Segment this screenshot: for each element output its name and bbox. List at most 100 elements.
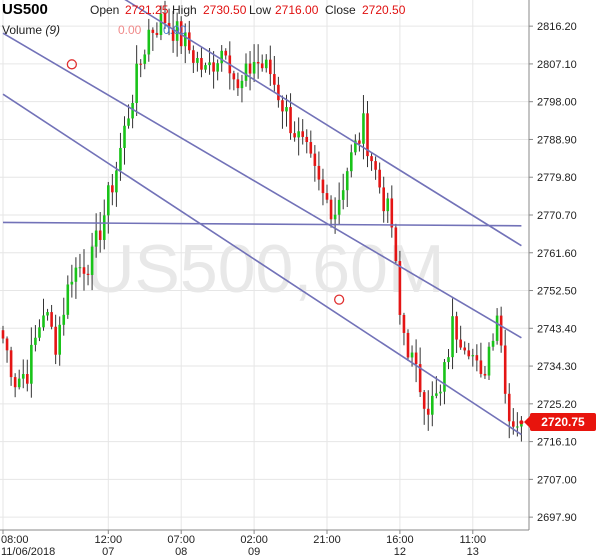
trendline-anchor-marker[interactable] — [66, 59, 77, 70]
candle-body — [293, 133, 296, 138]
candle-body — [516, 426, 519, 428]
candle-body — [115, 170, 118, 193]
candle-body — [483, 373, 487, 376]
candle-body — [374, 161, 377, 170]
trendline-anchor-marker[interactable] — [333, 294, 345, 305]
y-tick-label: 2807.10 — [537, 59, 577, 71]
candle-body — [208, 62, 211, 66]
y-tick-label: 2716.10 — [537, 437, 577, 449]
candle-body — [277, 84, 280, 101]
low-label: Low — [249, 3, 272, 17]
y-tick-label: 2752.50 — [537, 286, 577, 298]
candle-body — [1, 330, 5, 339]
candle-body — [459, 339, 462, 348]
candle-body — [317, 165, 321, 180]
trendlines[interactable] — [2, 0, 522, 436]
last-price-dot — [519, 420, 524, 425]
candle-body — [139, 63, 142, 65]
candle-body — [5, 338, 9, 351]
high-value: 2730.50 — [203, 3, 247, 17]
candle-body — [62, 314, 66, 325]
trendline[interactable] — [2, 93, 522, 436]
open-value: 2721.25 — [125, 3, 169, 17]
candle-body — [196, 58, 199, 63]
candle-body — [163, 13, 167, 23]
candle-body — [9, 350, 13, 378]
price-axis[interactable]: 2816.20 2807.10 2798.00 2788.90 2779.80 2770.… — [529, 21, 577, 524]
candle-body — [479, 360, 483, 374]
candle-body — [212, 62, 215, 72]
candle-body — [70, 281, 74, 285]
candle-body — [90, 246, 94, 275]
x-tick-time: 11:00 — [459, 534, 486, 546]
x-tick-date: 11/06/2018 — [1, 546, 55, 558]
candle-body — [82, 267, 86, 274]
candle-body — [107, 185, 110, 216]
candle-body — [410, 352, 414, 358]
trendline[interactable] — [2, 32, 522, 339]
close-value: 2720.50 — [362, 3, 406, 17]
candle-body — [350, 152, 353, 172]
candle-body — [183, 32, 187, 47]
candle-body — [46, 312, 49, 316]
candle-body — [94, 230, 98, 247]
candle-body — [34, 337, 37, 345]
candle-body — [98, 230, 102, 240]
y-tick-label: 2779.80 — [537, 172, 577, 184]
candle-body — [224, 50, 228, 56]
candle-body — [236, 79, 240, 89]
trendline[interactable] — [2, 221, 522, 227]
candle-body — [38, 327, 41, 338]
candle-body — [50, 312, 53, 327]
candle-body — [143, 54, 147, 64]
candle-body — [66, 284, 70, 315]
candle-body — [135, 63, 138, 103]
candle-body — [455, 316, 458, 340]
candle-body — [435, 393, 438, 396]
y-tick-label: 2697.90 — [537, 512, 577, 524]
candle-body — [167, 22, 171, 29]
candle-body — [325, 193, 329, 200]
x-tick-time: 07:00 — [167, 534, 195, 546]
candle-body — [422, 392, 426, 409]
y-tick-label: 2788.90 — [537, 134, 577, 146]
x-tick-time: 21:00 — [313, 534, 341, 546]
candle-body — [192, 50, 195, 63]
candle-body — [273, 74, 276, 85]
chart-header: US500 Open 2721.25 High 2730.50 Low 2716… — [0, 0, 600, 40]
candle-body — [131, 102, 134, 119]
candle-body — [171, 28, 175, 41]
candle-body — [406, 332, 410, 358]
candle-body — [301, 131, 304, 137]
candle-body — [333, 214, 337, 220]
candle-body — [86, 273, 90, 275]
candle-body — [200, 58, 203, 70]
candle-body — [390, 198, 394, 228]
close-label: Close — [325, 3, 356, 17]
candle-body — [74, 267, 78, 282]
candle-body — [386, 198, 390, 212]
candles — [1, 0, 523, 442]
candle-body — [329, 199, 333, 220]
candle-body — [30, 344, 33, 384]
candle-body — [414, 352, 418, 365]
candle-body — [362, 113, 365, 144]
candle-body — [269, 59, 272, 75]
candle-body — [147, 29, 151, 55]
candle-body — [155, 32, 159, 35]
candle-body — [159, 13, 163, 35]
candle-body — [111, 185, 114, 193]
candle-body — [345, 171, 349, 191]
trendline-anchors[interactable] — [66, 59, 524, 425]
candle-body — [366, 113, 369, 157]
symbol-name: US500 — [2, 1, 48, 18]
candle-body — [285, 107, 288, 112]
candle-body — [13, 377, 17, 388]
trendline[interactable] — [56, 0, 522, 247]
candle-body — [426, 408, 430, 415]
candle-body — [78, 267, 82, 269]
candle-body — [42, 315, 45, 328]
candle-body — [439, 391, 442, 394]
